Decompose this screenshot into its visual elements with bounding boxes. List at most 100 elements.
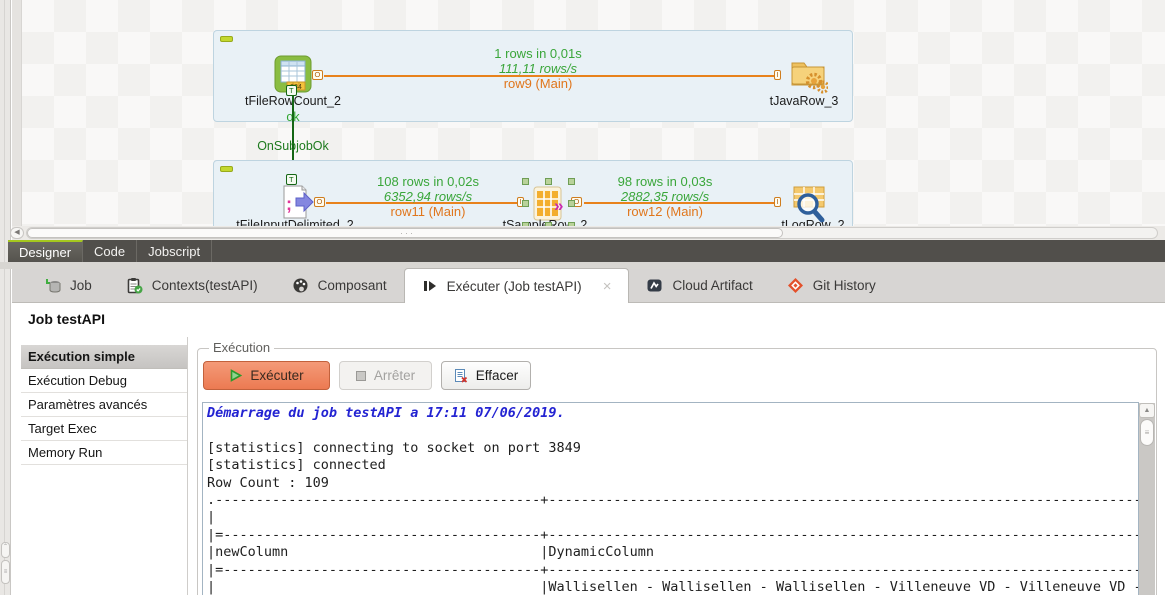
run-job-icon <box>423 281 436 291</box>
tfileinputdelimited-node-icon[interactable]: ; <box>278 184 314 220</box>
subjob-collapse-icon[interactable] <box>220 166 233 172</box>
run-button[interactable]: Exécuter <box>203 361 330 390</box>
hscroll-grip-dots: ··· <box>400 228 415 238</box>
stop-icon <box>355 370 366 381</box>
hscroll-thumb[interactable]: ··· <box>27 228 783 238</box>
output-port[interactable]: O <box>312 70 323 80</box>
onsubjobok-trigger-line[interactable] <box>292 92 294 176</box>
row11-link-label[interactable]: row11 (Main) <box>390 204 466 219</box>
node-label-tsamplerow[interactable]: tSampleRow_2 <box>460 218 630 226</box>
vscroll-up-arrow-button[interactable]: ▲ <box>1139 403 1155 418</box>
stop-button[interactable]: Arrêter <box>339 361 432 390</box>
tab-contexts[interactable]: Contexts(testAPI) <box>109 268 275 302</box>
row11-statistics: 108 rows in 0,02s 6352,94 rows/s row11 (… <box>328 174 528 220</box>
bottom-panel-tabbar: Job Contexts(testAPI) Composant <box>12 268 1165 303</box>
tjavarow-node-icon[interactable] <box>786 53 828 95</box>
component-palette-icon <box>293 278 308 292</box>
input-port[interactable]: I <box>774 70 782 80</box>
sidebar-item-advanced-settings[interactable]: Paramètres avancés <box>21 393 187 417</box>
canvas-hscroll-area: ◀ ··· <box>10 226 1165 240</box>
clear-log-icon <box>454 369 467 383</box>
tab-code[interactable]: Code <box>83 240 138 262</box>
subjob-2[interactable] <box>213 160 853 226</box>
selection-handle[interactable] <box>545 178 552 185</box>
selection-handle[interactable] <box>545 222 552 226</box>
svg-text:;: ; <box>286 194 292 214</box>
flow-connection-row9[interactable] <box>324 75 774 77</box>
git-history-icon <box>787 277 803 293</box>
node-label-tjavarow[interactable]: tJavaRow_3 <box>769 94 839 108</box>
row12-rows-rate: 2882,35 rows/s <box>620 189 710 204</box>
tab-run-job[interactable]: Exécuter (Job testAPI) × <box>403 268 630 303</box>
sidebar-divider <box>187 337 188 595</box>
execution-console[interactable]: Démarrage du job testAPI a 17:11 07/06/2… <box>202 402 1139 595</box>
tab-contexts-label: Contexts(testAPI) <box>151 277 258 293</box>
selection-handle[interactable] <box>522 200 529 207</box>
strip-scroll-up-button[interactable]: ⌃ <box>1 542 10 558</box>
row9-statistics: 1 rows in 0,01s 111,11 rows/s row9 (Main… <box>438 46 638 92</box>
selection-handle[interactable] <box>522 178 529 185</box>
row12-statistics: 98 rows in 0,03s 2882,35 rows/s row12 (M… <box>565 174 765 220</box>
row11-rows-count: 108 rows in 0,02s <box>377 174 479 189</box>
tab-designer[interactable]: Designer <box>8 240 84 262</box>
subjob-collapse-icon[interactable] <box>220 36 233 42</box>
view-mode-tabbar: Designer Code Jobscript <box>8 240 1165 262</box>
console-vscroll[interactable]: ▲ ≡ <box>1139 403 1155 595</box>
play-icon <box>231 369 243 382</box>
tab-run-job-label: Exécuter (Job testAPI) <box>446 278 582 294</box>
tab-cloud-artifact-label: Cloud Artifact <box>672 277 753 293</box>
onsubjobok-label[interactable]: OnSubjobOk <box>257 139 329 153</box>
collapsed-left-panel[interactable]: ⌃ ≡ <box>0 0 11 595</box>
sidebar-item-memory-run[interactable]: Memory Run <box>21 441 187 465</box>
tab-git-history-label: Git History <box>812 277 876 293</box>
trigger-port-bottom[interactable]: T <box>286 174 297 185</box>
hscroll-track[interactable]: ··· <box>26 227 1158 239</box>
hscroll-left-arrow-button[interactable]: ◀ <box>10 227 24 239</box>
execution-groupbox <box>197 348 1157 595</box>
panel-edge-line <box>4 0 5 595</box>
run-view-sidebar: Exécution simple Exécution Debug Paramèt… <box>21 345 187 465</box>
run-button-label: Exécuter <box>250 368 304 383</box>
flow-connection-row12[interactable] <box>584 202 774 204</box>
selection-handle[interactable] <box>522 222 529 226</box>
row12-link-label[interactable]: row12 (Main) <box>627 204 703 219</box>
tab-close-icon[interactable]: × <box>602 277 612 295</box>
tlogrow-node-icon[interactable] <box>788 183 830 225</box>
flow-connection-row11[interactable] <box>326 202 517 204</box>
tab-job[interactable]: Job <box>28 268 109 302</box>
contexts-icon <box>127 277 143 293</box>
console-output-lines: [statistics] connecting to socket on por… <box>207 439 1139 595</box>
console-start-line: Démarrage du job testAPI a 17:11 07/06/2… <box>207 405 565 421</box>
tab-composant-label: Composant <box>317 277 387 293</box>
tsamplerow-node-icon[interactable]: » <box>530 184 568 224</box>
sidebar-item-target-exec[interactable]: Target Exec <box>21 417 187 441</box>
node-label-tlogrow[interactable]: tLogRow_2 <box>781 218 845 226</box>
panel-splitter[interactable] <box>0 262 1165 269</box>
svg-text:»: » <box>554 196 563 215</box>
selection-handle[interactable] <box>568 222 575 226</box>
job-icon <box>46 279 61 293</box>
tab-cloud-artifact[interactable]: Cloud Artifact <box>629 268 769 302</box>
input-port[interactable]: I <box>774 197 782 207</box>
selection-handle[interactable] <box>568 200 575 207</box>
row9-rows-count: 1 rows in 0,01s <box>494 46 582 61</box>
tab-git-history[interactable]: Git History <box>770 268 893 302</box>
sidebar-item-basic-run[interactable]: Exécution simple <box>21 345 187 369</box>
sidebar-item-debug-run[interactable]: Exécution Debug <box>21 369 187 393</box>
clear-button[interactable]: Effacer <box>441 361 531 390</box>
output-port[interactable]: O <box>314 197 325 207</box>
clear-button-label: Effacer <box>475 368 519 383</box>
job-design-canvas[interactable]: O I 1 rows in 0,01s 111,11 rows/s row9 (… <box>22 0 1165 226</box>
selection-handle[interactable] <box>568 178 575 185</box>
vscroll-thumb[interactable]: ≡ <box>1140 419 1154 446</box>
tab-composant[interactable]: Composant <box>275 268 404 302</box>
tab-jobscript[interactable]: Jobscript <box>137 240 213 262</box>
strip-grip-button[interactable]: ≡ <box>1 560 10 584</box>
trigger-port-top[interactable]: T <box>286 85 297 96</box>
console-text: Démarrage du job testAPI a 17:11 07/06/2… <box>203 403 1138 595</box>
node-label-tfileinputdelimited[interactable]: tFileInputDelimited_2 <box>236 218 354 226</box>
row12-rows-count: 98 rows in 0,03s <box>617 174 713 189</box>
row9-link-label[interactable]: row9 (Main) <box>503 76 573 91</box>
row9-rows-rate: 111,11 rows/s <box>498 61 578 76</box>
